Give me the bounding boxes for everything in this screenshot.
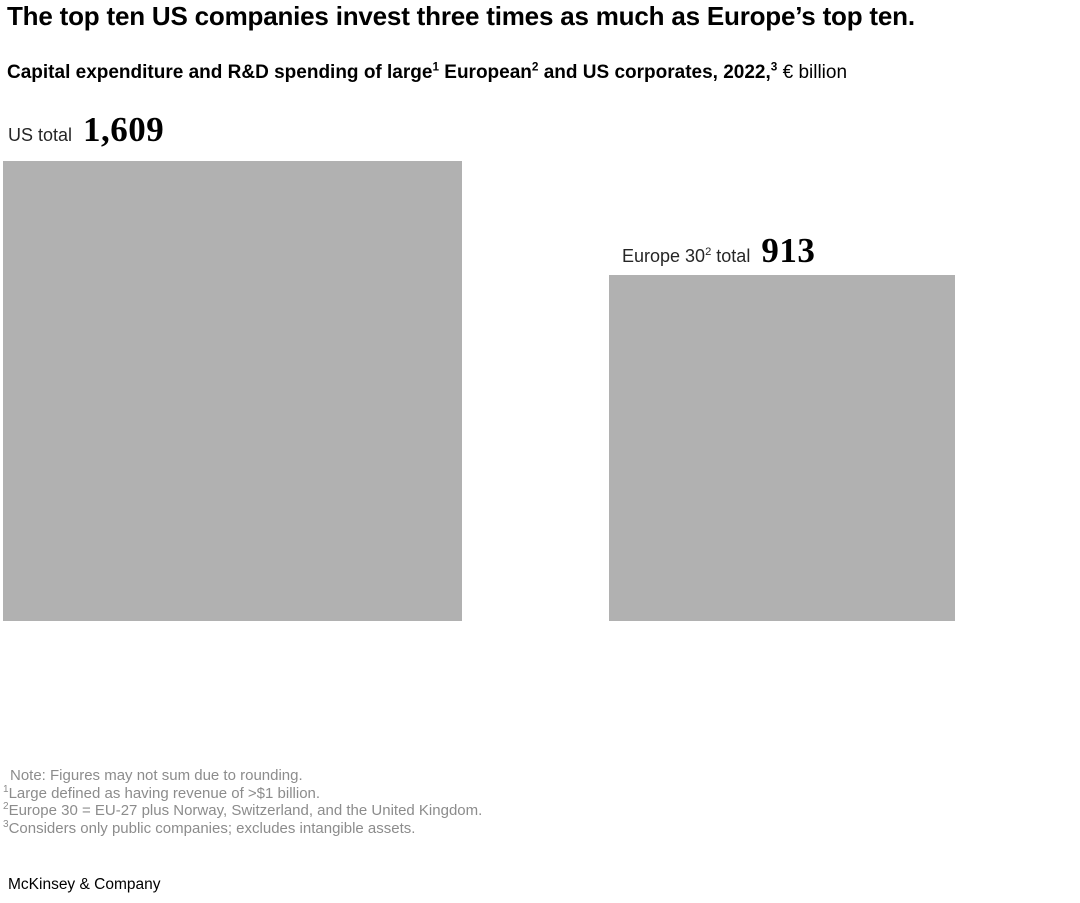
mckinsey-brand-text: McKinsey & Company xyxy=(8,876,161,893)
page-title: The top ten US companies invest three ti… xyxy=(7,1,915,31)
footnote-3-marker: 3 xyxy=(3,818,9,830)
subtitle-footnote-marker-2: 2 xyxy=(531,60,539,74)
footnote-1-marker: 1 xyxy=(3,783,9,795)
footnote-1: 1Large defined as having revenue of >$1 … xyxy=(3,783,482,803)
footnote-1-text: Large defined as having revenue of >$1 b… xyxy=(8,784,321,802)
subtitle-part3: and US corporates, 2022, xyxy=(538,62,771,83)
subtitle-part2: European xyxy=(439,62,532,83)
footnotes: Note: Figures may not sum due to roundin… xyxy=(3,767,482,837)
footnote-3-text: Considers only public companies; exclude… xyxy=(8,819,416,837)
europe-square xyxy=(609,275,955,621)
footnote-2-text: Europe 30 = EU-27 plus Norway, Switzerla… xyxy=(8,802,483,819)
subtitle-footnote-marker-1: 1 xyxy=(432,60,439,74)
footnote-2: 2Europe 30 = EU-27 plus Norway, Switzerl… xyxy=(3,802,482,820)
note-rounding: Note: Figures may not sum due to roundin… xyxy=(10,767,303,784)
subtitle-footnote-marker-3: 3 xyxy=(770,60,778,74)
chart-subtitle: Capital expenditure and R&D spending of … xyxy=(7,60,848,85)
europe-total-label: Europe 302 total 913 xyxy=(622,233,815,268)
us-total-text: US total xyxy=(8,125,73,145)
us-total-label: US total 1,609 xyxy=(8,112,164,147)
us-square xyxy=(3,161,462,621)
europe-label-pre: Europe 30 xyxy=(622,246,706,266)
europe-total-text: Europe 302 total xyxy=(622,246,750,267)
footnote-3: 3Considers only public companies; exclud… xyxy=(3,818,482,838)
europe-footnote-marker-2: 2 xyxy=(705,246,712,258)
europe-total-value: 913 xyxy=(761,231,816,270)
footnote-2-marker: 2 xyxy=(3,801,9,812)
us-total-value: 1,609 xyxy=(83,110,165,149)
europe-label-post: total xyxy=(711,246,751,266)
subtitle-unit: € billion xyxy=(777,62,848,83)
subtitle-part1: Capital expenditure and R&D spending of … xyxy=(7,62,433,83)
